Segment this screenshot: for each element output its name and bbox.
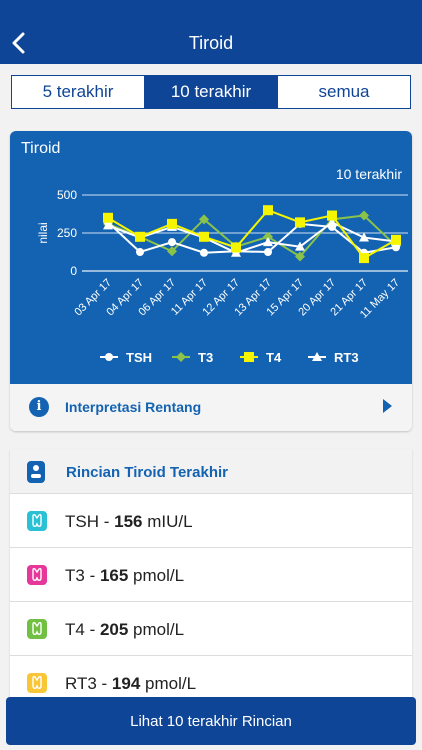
- y-tick-label: 250: [57, 226, 77, 240]
- detail-row-text: TSH - 156 mIU/L: [65, 512, 193, 532]
- data-point-t4: [295, 217, 305, 228]
- legend-label: T3: [198, 350, 213, 365]
- legend-label: RT3: [334, 350, 359, 365]
- detail-unit: pmol/L: [128, 566, 185, 585]
- series-line-t3: [107, 214, 397, 258]
- chevron-left-icon: [12, 32, 25, 54]
- detail-value: 205: [99, 620, 129, 639]
- view-details-button[interactable]: Lihat 10 terakhir Rincian: [6, 697, 416, 745]
- tab-5-terakhir[interactable]: 5 terakhir: [12, 76, 145, 108]
- data-point-t3: [199, 214, 209, 225]
- tab-semua[interactable]: semua: [318, 82, 370, 101]
- data-point-t4: [199, 231, 209, 242]
- detail-row-rt3: RT3 - 194 pmol/L: [10, 656, 412, 699]
- back-button[interactable]: [8, 30, 30, 56]
- data-point-rt3: [263, 237, 273, 247]
- y-tick-label: 0: [70, 264, 77, 278]
- y-axis-label: nilai: [36, 222, 50, 243]
- data-point-t3: [359, 210, 369, 221]
- legend-marker-t4: [244, 352, 254, 362]
- data-point-rt3: [359, 232, 369, 242]
- data-point-t3: [295, 251, 305, 262]
- detail-name: TSH: [65, 512, 99, 531]
- data-point-tsh: [168, 238, 176, 247]
- tab-10-terakhir[interactable]: 10 terakhir: [145, 76, 278, 108]
- data-point-tsh: [200, 248, 208, 257]
- detail-unit: mIU/L: [142, 512, 193, 531]
- data-point-t4: [391, 234, 401, 245]
- detail-name: T4: [65, 620, 85, 639]
- detail-row-text: T4 - 205 pmol/L: [65, 620, 184, 640]
- details-header: Rincian Tiroid Terakhir: [10, 449, 412, 494]
- detail-row-text: RT3 - 194 pmol/L: [65, 674, 196, 694]
- detail-separator: -: [84, 566, 100, 585]
- chart-area: Tiroid 10 terakhir 0 250 500 nilai 03 Apr 17…: [10, 131, 412, 384]
- data-point-tsh: [328, 222, 336, 231]
- thyroid-icon: [27, 673, 47, 693]
- detail-value: 156: [114, 512, 143, 531]
- thyroid-icon: [27, 619, 47, 639]
- detail-unit: pmol/L: [128, 620, 185, 639]
- info-icon: i: [29, 397, 49, 417]
- series-line-rt3: [107, 221, 397, 254]
- details-title: Rincian Tiroid Terakhir: [66, 464, 228, 481]
- interpretation-row[interactable]: i Interpretasi Rentang: [10, 384, 412, 431]
- id-card-icon: [27, 461, 45, 483]
- detail-name: RT3: [65, 674, 97, 693]
- chart-subtitle: 10 terakhir: [335, 166, 402, 182]
- detail-separator: -: [99, 512, 115, 531]
- data-point-t3: [263, 231, 273, 242]
- data-point-t4: [231, 242, 241, 253]
- interpretation-label: Interpretasi Rentang: [65, 399, 202, 415]
- thyroid-icon: [27, 511, 47, 531]
- data-point-tsh: [264, 248, 272, 256]
- chart-card: Tiroid 10 terakhir 0 250 500 nilai 03 Apr 17…: [10, 131, 412, 431]
- data-point-t4: [327, 210, 337, 221]
- detail-row-t3: T3 - 165 pmol/L: [10, 548, 412, 602]
- detail-value: 194: [111, 674, 141, 693]
- legend-marker-tsh: [105, 353, 113, 361]
- detail-unit: pmol/L: [140, 674, 197, 693]
- range-segmented-control: 5 terakhir 10 terakhir semua: [11, 75, 411, 109]
- page-title: Tiroid: [188, 33, 234, 53]
- data-point-rt3: [295, 241, 305, 251]
- y-tick-label: 500: [57, 188, 77, 202]
- data-point-t4: [103, 212, 113, 223]
- detail-row-tsh: TSH - 156 mIU/L: [10, 494, 412, 548]
- detail-row-text: T3 - 165 pmol/L: [65, 566, 184, 586]
- detail-value: 165: [99, 566, 129, 585]
- data-point-tsh: [392, 243, 400, 252]
- top-bar: Tiroid: [0, 0, 422, 64]
- latest-details-card: Rincian Tiroid Terakhir TSH - 156 mIU/L T…: [10, 449, 412, 699]
- series-line-tsh: [107, 221, 397, 254]
- series-line-t4: [107, 209, 397, 260]
- data-point-t4: [167, 218, 177, 229]
- data-point-t4: [135, 231, 145, 242]
- legend-label: TSH: [126, 350, 152, 365]
- data-point-t4: [359, 253, 369, 264]
- detail-row-t4: T4 - 205 pmol/L: [10, 602, 412, 656]
- legend-marker-rt3: [312, 352, 322, 361]
- detail-separator: -: [84, 620, 100, 639]
- detail-separator: -: [96, 674, 112, 693]
- data-point-tsh: [136, 248, 144, 256]
- data-point-t4: [263, 205, 273, 216]
- data-point-t3: [167, 246, 177, 257]
- thyroid-icon: [27, 565, 47, 585]
- detail-name: T3: [65, 566, 85, 585]
- legend-marker-t3: [176, 352, 186, 362]
- play-arrow-icon: [383, 399, 392, 413]
- chart-title: Tiroid: [21, 140, 61, 157]
- legend-label: T4: [266, 350, 282, 365]
